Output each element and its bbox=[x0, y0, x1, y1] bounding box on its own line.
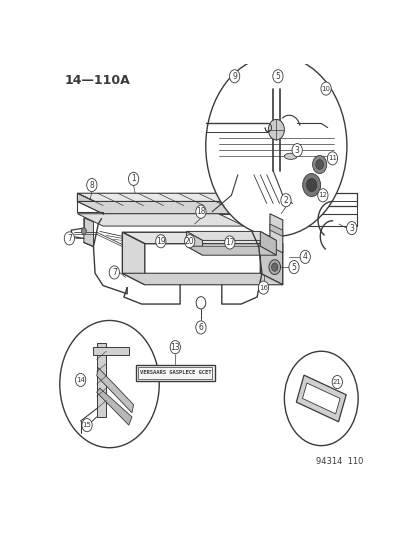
Circle shape bbox=[229, 70, 239, 83]
Polygon shape bbox=[77, 201, 244, 214]
Polygon shape bbox=[77, 214, 244, 226]
Text: 20: 20 bbox=[185, 237, 194, 246]
Text: 11: 11 bbox=[327, 155, 336, 161]
Polygon shape bbox=[296, 375, 345, 422]
Circle shape bbox=[128, 172, 138, 185]
Circle shape bbox=[170, 341, 180, 354]
Text: 19: 19 bbox=[156, 237, 165, 246]
Polygon shape bbox=[96, 368, 133, 413]
Circle shape bbox=[109, 266, 119, 279]
Circle shape bbox=[284, 351, 357, 446]
Polygon shape bbox=[122, 232, 282, 244]
Text: 5: 5 bbox=[275, 72, 280, 81]
Polygon shape bbox=[269, 214, 282, 253]
Text: 13: 13 bbox=[170, 343, 180, 352]
Circle shape bbox=[155, 235, 166, 248]
Circle shape bbox=[59, 320, 159, 448]
Circle shape bbox=[317, 189, 327, 202]
Text: 14: 14 bbox=[76, 377, 85, 383]
Polygon shape bbox=[77, 193, 103, 214]
Text: 1: 1 bbox=[131, 174, 135, 183]
Text: 2: 2 bbox=[283, 196, 287, 205]
FancyBboxPatch shape bbox=[135, 365, 214, 381]
Circle shape bbox=[346, 222, 356, 235]
Polygon shape bbox=[302, 383, 339, 414]
Circle shape bbox=[320, 82, 330, 95]
Text: 7: 7 bbox=[67, 234, 72, 243]
Text: 8: 8 bbox=[89, 181, 94, 190]
Ellipse shape bbox=[284, 153, 297, 159]
Text: 15: 15 bbox=[83, 422, 91, 428]
Circle shape bbox=[302, 174, 320, 197]
Circle shape bbox=[258, 281, 268, 294]
Text: 3: 3 bbox=[349, 224, 354, 232]
Text: 94314  110: 94314 110 bbox=[315, 457, 362, 466]
Polygon shape bbox=[186, 246, 276, 255]
Circle shape bbox=[306, 179, 316, 191]
Circle shape bbox=[205, 56, 346, 236]
Circle shape bbox=[272, 70, 282, 83]
Circle shape bbox=[288, 261, 299, 273]
Circle shape bbox=[271, 263, 277, 271]
Text: 6: 6 bbox=[198, 323, 203, 332]
Text: 10: 10 bbox=[321, 86, 330, 92]
Circle shape bbox=[86, 179, 97, 191]
Circle shape bbox=[268, 260, 280, 274]
Polygon shape bbox=[96, 343, 106, 417]
Circle shape bbox=[64, 232, 74, 245]
Text: 3: 3 bbox=[294, 146, 299, 155]
Circle shape bbox=[224, 236, 235, 249]
Circle shape bbox=[195, 321, 206, 334]
Circle shape bbox=[331, 375, 342, 389]
Text: 16: 16 bbox=[259, 285, 267, 290]
Circle shape bbox=[299, 251, 310, 263]
Polygon shape bbox=[83, 218, 93, 247]
Text: 14—110A: 14—110A bbox=[64, 74, 130, 87]
Text: 18: 18 bbox=[196, 207, 205, 216]
Circle shape bbox=[81, 228, 86, 235]
Text: 4: 4 bbox=[302, 252, 307, 261]
Text: VERSAARS GASPLECE GCET: VERSAARS GASPLECE GCET bbox=[139, 370, 211, 376]
Text: 12: 12 bbox=[318, 192, 327, 198]
Polygon shape bbox=[260, 231, 276, 255]
Text: 21: 21 bbox=[332, 379, 341, 385]
Text: 5: 5 bbox=[291, 263, 296, 272]
Circle shape bbox=[82, 418, 92, 432]
Polygon shape bbox=[122, 232, 145, 285]
Polygon shape bbox=[269, 224, 282, 236]
Polygon shape bbox=[186, 231, 202, 255]
Circle shape bbox=[315, 159, 323, 169]
Polygon shape bbox=[93, 347, 128, 356]
Circle shape bbox=[184, 235, 195, 248]
Circle shape bbox=[291, 143, 301, 157]
Circle shape bbox=[312, 156, 326, 174]
Text: 17: 17 bbox=[225, 238, 234, 247]
Text: 9: 9 bbox=[232, 72, 237, 81]
Polygon shape bbox=[186, 231, 276, 240]
Circle shape bbox=[195, 205, 206, 219]
Circle shape bbox=[75, 374, 85, 386]
Polygon shape bbox=[77, 193, 244, 206]
Circle shape bbox=[196, 297, 205, 309]
Text: 7: 7 bbox=[112, 268, 116, 277]
Polygon shape bbox=[96, 388, 132, 425]
Polygon shape bbox=[122, 273, 282, 285]
Circle shape bbox=[327, 152, 337, 165]
Circle shape bbox=[280, 193, 290, 207]
Polygon shape bbox=[260, 232, 282, 285]
Circle shape bbox=[268, 119, 284, 140]
